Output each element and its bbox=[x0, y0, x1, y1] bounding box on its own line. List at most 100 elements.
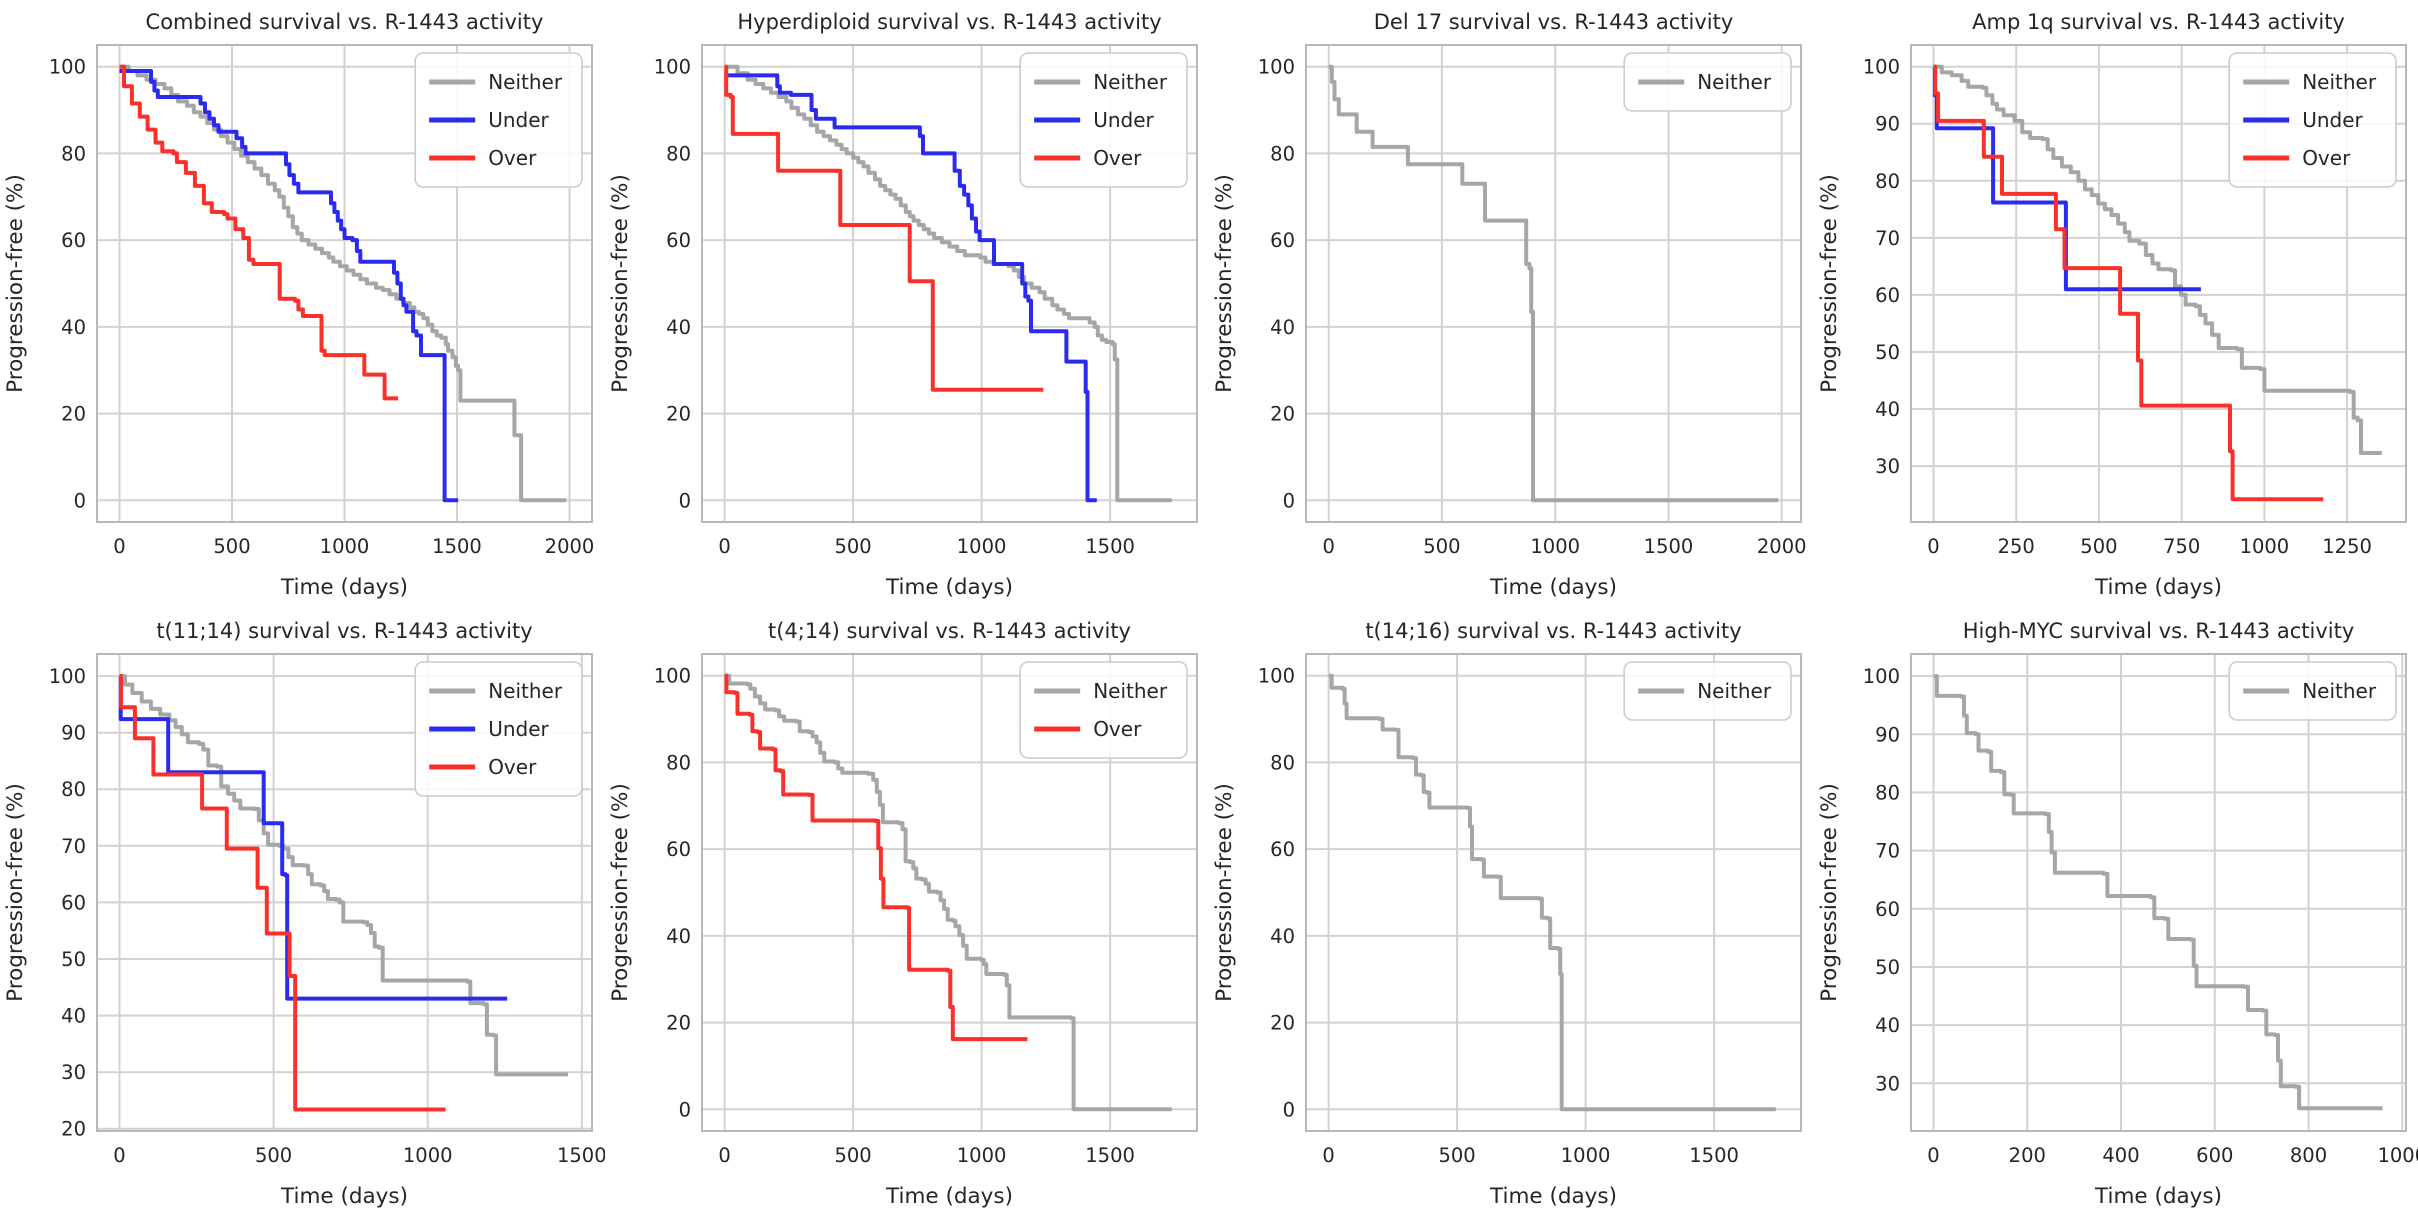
x-axis-label: Time (days) bbox=[885, 1184, 1013, 1209]
y-tick-label: 40 bbox=[61, 1005, 86, 1028]
x-tick-label: 1000 bbox=[956, 1144, 1006, 1167]
chart-title: t(14;16) survival vs. R-1443 activity bbox=[1365, 619, 1741, 643]
x-tick-label: 200 bbox=[2008, 1144, 2045, 1167]
x-tick-label: 1000 bbox=[956, 535, 1006, 558]
x-tick-label: 0 bbox=[1927, 1144, 1939, 1167]
y-tick-label: 60 bbox=[666, 838, 691, 861]
curve-over bbox=[723, 673, 1027, 1042]
legend-entry-neither: Neither bbox=[1033, 679, 1167, 703]
tick-labels: 0 500 1000 1500 20 30 40 50 60 70 80 90 100 bbox=[49, 665, 605, 1167]
y-tick-label: 40 bbox=[1875, 398, 1900, 421]
x-tick-label: 0 bbox=[1322, 1144, 1334, 1167]
chart-hyperdiploid: 0 500 1000 1500 0 20 40 60 80 100 Hyperdiploid sur… bbox=[608, 10, 1198, 600]
y-tick-label: 70 bbox=[1875, 227, 1900, 250]
legend-label: Neither bbox=[1093, 70, 1168, 94]
chart-del17: 0 500 1000 1500 2000 0 20 40 60 80 100 Del 17 survi… bbox=[1212, 10, 1807, 600]
y-tick-label: 100 bbox=[49, 56, 86, 79]
y-tick-label: 90 bbox=[1875, 723, 1900, 746]
gridlines bbox=[701, 654, 1197, 1131]
x-tick-label: 1500 bbox=[1689, 1144, 1739, 1167]
y-tick-label: 0 bbox=[678, 1098, 690, 1121]
x-tick-label: 2000 bbox=[1757, 535, 1807, 558]
tick-labels: 0 200 400 600 800 1000 30 40 50 60 70 80 90 100 bbox=[1862, 665, 2418, 1167]
plot-border bbox=[700, 44, 1198, 523]
gridlines bbox=[1306, 45, 1801, 522]
tick-labels: 0 500 1000 1500 0 20 40 60 80 100 bbox=[653, 56, 1134, 558]
curve-neither bbox=[1328, 64, 1779, 503]
curve-over bbox=[119, 674, 446, 1112]
legend-label: Neither bbox=[1697, 70, 1772, 94]
curve-over bbox=[723, 64, 1043, 392]
chart-title: Hyperdiploid survival vs. R-1443 activit… bbox=[737, 10, 1161, 34]
x-tick-label: 750 bbox=[2163, 535, 2200, 558]
x-tick-label: 0 bbox=[718, 1144, 730, 1167]
y-tick-label: 50 bbox=[61, 948, 86, 971]
curve-over bbox=[119, 64, 399, 401]
x-tick-label: 1250 bbox=[2322, 535, 2372, 558]
y-tick-label: 100 bbox=[49, 665, 86, 688]
series-group bbox=[1932, 64, 2382, 502]
tick-labels: 0 500 1000 1500 2000 0 20 40 60 80 100 bbox=[49, 56, 595, 558]
y-axis-label: Progression-free (%) bbox=[1817, 174, 1842, 393]
subplot-high-myc: 0 200 400 600 800 1000 30 40 50 60 70 80 90 100 High-M… bbox=[1814, 609, 2418, 1218]
legend: Neither bbox=[1623, 661, 1792, 721]
y-tick-label: 20 bbox=[61, 1118, 86, 1141]
x-tick-label: 1500 bbox=[557, 1144, 605, 1167]
curve-neither bbox=[724, 673, 1172, 1112]
tick-labels: 0 500 1000 1500 0 20 40 60 80 100 bbox=[1258, 665, 1739, 1167]
legend-box bbox=[1018, 52, 1188, 188]
y-tick-label: 40 bbox=[1270, 316, 1295, 339]
legend-label: Neither bbox=[488, 679, 563, 703]
legend-label: Over bbox=[488, 146, 537, 170]
curve-neither bbox=[119, 674, 568, 1077]
y-tick-label: 20 bbox=[666, 1012, 691, 1035]
legend-label: Neither bbox=[1697, 679, 1772, 703]
legend-box bbox=[414, 52, 583, 188]
series-group bbox=[1328, 673, 1776, 1112]
y-tick-label: 100 bbox=[1258, 56, 1295, 79]
x-tick-label: 1000 bbox=[320, 535, 370, 558]
y-axis-label: Progression-free (%) bbox=[3, 174, 28, 393]
y-tick-label: 30 bbox=[61, 1061, 86, 1084]
series-group bbox=[723, 64, 1172, 503]
plot-border bbox=[96, 44, 593, 523]
legend-label: Over bbox=[2302, 146, 2351, 170]
gridlines bbox=[1910, 654, 2406, 1131]
tick-labels: 0 500 1000 1500 0 20 40 60 80 100 bbox=[653, 665, 1134, 1167]
y-tick-label: 100 bbox=[653, 665, 690, 688]
x-tick-label: 1500 bbox=[1644, 535, 1694, 558]
x-axis-label: Time (days) bbox=[2094, 1184, 2222, 1209]
legend-box bbox=[1623, 52, 1792, 112]
legend-box bbox=[2227, 52, 2397, 188]
series-group bbox=[723, 673, 1172, 1112]
legend-entry-neither: Neither bbox=[2242, 679, 2377, 703]
x-tick-label: 500 bbox=[1438, 1144, 1475, 1167]
curve-under bbox=[1932, 64, 2201, 292]
y-axis-label: Progression-free (%) bbox=[1212, 174, 1237, 393]
x-axis-label: Time (days) bbox=[280, 575, 408, 600]
legend-entry-neither: Neither bbox=[2242, 70, 2376, 94]
legend-label: Neither bbox=[2302, 679, 2377, 703]
legend: Neither bbox=[2227, 661, 2397, 721]
x-tick-label: 0 bbox=[718, 535, 730, 558]
y-tick-label: 50 bbox=[1875, 956, 1900, 979]
y-tick-label: 70 bbox=[61, 835, 86, 858]
legend-entry-neither: Neither bbox=[429, 679, 563, 703]
y-axis-label: Progression-free (%) bbox=[608, 783, 633, 1002]
y-tick-label: 0 bbox=[1283, 489, 1295, 512]
y-tick-label: 60 bbox=[1875, 284, 1900, 307]
y-axis-label: Progression-free (%) bbox=[608, 174, 633, 393]
legend-entry-neither: Neither bbox=[1638, 679, 1772, 703]
legend-entry-over: Over bbox=[1033, 717, 1142, 741]
legend-entry-under: Under bbox=[2242, 108, 2363, 132]
legend-box bbox=[414, 661, 583, 797]
legend: Neither Under Over bbox=[414, 52, 583, 188]
chart-t4-14: 0 500 1000 1500 0 20 40 60 80 100 t(4;14) survival… bbox=[608, 619, 1198, 1209]
plot-border bbox=[1909, 653, 2407, 1132]
curve-neither bbox=[119, 64, 567, 503]
legend-box bbox=[2227, 661, 2397, 721]
legend-label: Under bbox=[1093, 108, 1154, 132]
y-axis-label: Progression-free (%) bbox=[3, 783, 28, 1002]
x-tick-label: 0 bbox=[1927, 535, 1939, 558]
